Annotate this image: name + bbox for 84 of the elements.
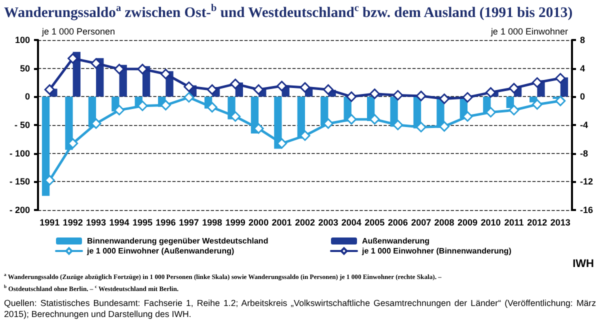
x-tick-label: 1993	[86, 218, 106, 228]
point	[160, 68, 171, 80]
point	[508, 82, 520, 94]
y-tick-label: - 150	[9, 176, 30, 187]
x-tick-label: 1992	[62, 218, 83, 228]
point	[416, 122, 426, 132]
point	[369, 114, 380, 125]
y-tick-label: 0	[24, 92, 30, 102]
x-tick-label: 2000	[248, 218, 269, 228]
point	[300, 82, 310, 93]
y-tick-label: - 100	[9, 148, 30, 158]
point	[114, 104, 125, 116]
x-tick-label: 1996	[156, 218, 176, 228]
legend-label: Außenwanderung	[362, 236, 430, 246]
x-tick-label: 1991	[40, 218, 60, 228]
point	[346, 91, 357, 102]
point	[555, 96, 566, 106]
y2-axis-title: je 1 000 Einwohner	[490, 26, 568, 36]
point	[439, 94, 450, 104]
point	[322, 84, 334, 95]
point	[68, 53, 78, 64]
x-tick-label: 2009	[458, 218, 478, 228]
point	[160, 100, 171, 110]
point	[90, 58, 102, 69]
x-tick-label: 2005	[364, 218, 385, 228]
text: IWH	[572, 258, 595, 270]
point	[392, 120, 404, 130]
y-tick-label: - 50	[14, 120, 30, 130]
point	[508, 104, 520, 116]
legend-label: je 1 000 Einwohner (Außenwanderung)	[86, 246, 234, 256]
point	[253, 84, 264, 95]
x-tick-label: 2012	[527, 218, 548, 228]
point	[206, 84, 218, 95]
point	[532, 99, 542, 110]
y-tick-label: - 200	[9, 205, 30, 215]
y2-tick-label: 8	[580, 35, 586, 45]
point	[369, 88, 380, 100]
point	[114, 64, 125, 74]
y2-tick-label: 0	[580, 92, 586, 102]
x-tick-label: 2006	[388, 218, 408, 228]
point	[532, 77, 542, 88]
point	[184, 82, 194, 92]
point	[230, 111, 241, 122]
x-tick-label: 1998	[202, 218, 222, 228]
x-tick-label: 2004	[341, 218, 362, 228]
point	[462, 92, 473, 103]
point	[137, 100, 148, 112]
legend-label: Binnenwanderung gegenüber Westdeutschland	[87, 236, 268, 246]
point	[276, 80, 288, 92]
point	[555, 73, 566, 84]
y2-tick-label: -8	[580, 148, 588, 158]
point	[416, 90, 426, 102]
x-tick-label: 1999	[225, 218, 246, 228]
x-tick-label: 2007	[411, 218, 432, 228]
y2-tick-label: 4	[580, 63, 586, 74]
x-tick-label: 1997	[178, 218, 199, 228]
x-tick-label: 1995	[132, 218, 152, 228]
chart-title: Wanderungssaldo$^{a}$ zwischen Ost-$^{b}$ und Westdeutschland$^{c}$ bzw. dem Ausland (1991 bis 2013)	[4, 3, 573, 22]
x-tick-label: 2003	[318, 218, 338, 228]
x-tick-label: 2013	[550, 218, 570, 228]
point	[137, 64, 148, 74]
x-tick-label: 2008	[434, 218, 454, 228]
point	[206, 102, 218, 113]
point	[485, 87, 496, 98]
y-axis-title: je 1 000 Personen	[41, 26, 116, 36]
y-tick-label: 50	[20, 63, 30, 74]
x-tick-label: 2010	[480, 218, 501, 228]
legend-label: je 1 000 Einwohner (Binnenwanderung)	[361, 246, 512, 256]
point	[68, 138, 78, 149]
point	[276, 138, 288, 149]
x-tick-label: 2011	[504, 218, 524, 228]
point	[44, 84, 55, 95]
x-tick-label: 2002	[294, 218, 316, 228]
point	[230, 78, 241, 90]
x-tick-label: 2001	[272, 218, 292, 228]
y2-tick-label: -4	[580, 120, 588, 130]
y2-tick-label: -16	[580, 205, 594, 215]
point	[392, 90, 404, 100]
point	[439, 121, 450, 132]
x-tick-label: 1994	[109, 218, 130, 228]
y-tick-label: 100	[14, 35, 30, 45]
source-note: Quellen: Statistisches Bundesamt: Fachserie 1, Reihe 1.2; Arbeitskreis „Volkswirtschaftliche Gesamtrechnungen der Länder“ (Veröffentlichung: März 2015); Berechnungen und Darstellung des IWH.	[3, 297, 597, 320]
point	[184, 92, 194, 103]
y2-tick-label: -12	[580, 176, 594, 187]
